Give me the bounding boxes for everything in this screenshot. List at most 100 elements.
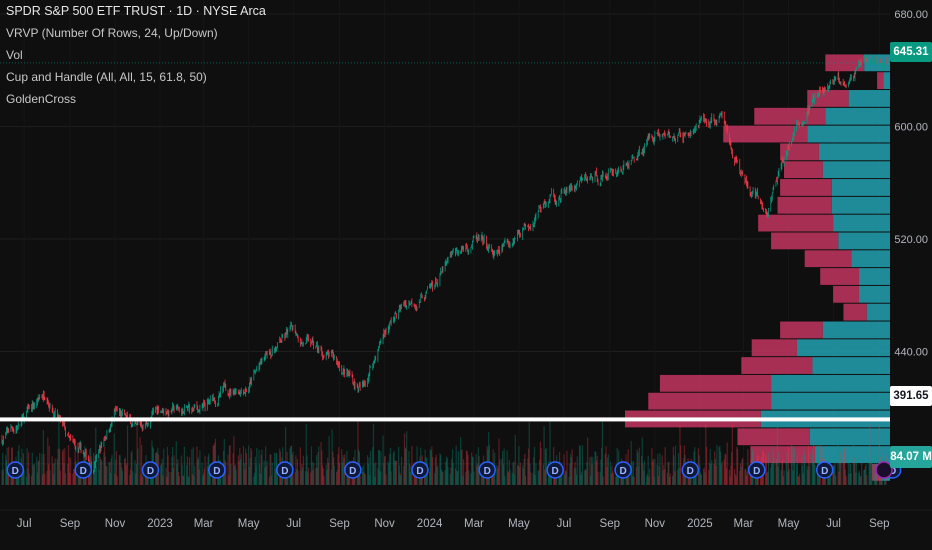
volume-bar — [316, 467, 318, 485]
volume-bar — [870, 447, 872, 485]
volume-bar — [397, 446, 400, 485]
dividend-marker-label: D — [753, 466, 760, 477]
volume-bar — [602, 476, 604, 485]
vp-up-bar — [771, 392, 890, 410]
volume-bar — [53, 474, 55, 485]
volume-bar — [854, 456, 856, 485]
volume-bar — [549, 421, 551, 485]
volume-bar — [209, 473, 211, 485]
volume-bar — [191, 449, 193, 485]
volume-bar — [206, 466, 208, 485]
volume-bar — [792, 470, 794, 485]
volume-bar — [253, 472, 256, 485]
volume-bar — [506, 450, 508, 485]
dividend-marker-icon — [815, 461, 834, 479]
volume-bar — [198, 469, 200, 485]
volume-bar — [362, 471, 364, 485]
volume-bar — [162, 475, 164, 485]
volume-bar — [641, 437, 643, 485]
volume-bar — [759, 473, 762, 485]
volume-bar — [276, 476, 279, 485]
volume-bar — [692, 474, 694, 485]
volume-bar — [497, 465, 499, 485]
volume-bar — [186, 456, 188, 485]
volume-bar — [472, 457, 474, 485]
volume-bar — [471, 456, 474, 485]
volume-bar — [32, 464, 34, 485]
volume-bar — [612, 471, 614, 485]
volume-bar — [778, 451, 780, 485]
volume-bar — [714, 458, 717, 485]
volume-bar — [361, 466, 363, 485]
vp-up-bar — [858, 285, 890, 303]
volume-bar — [597, 471, 599, 485]
volume-bar — [78, 472, 80, 485]
volume-bar — [632, 475, 634, 485]
volume-bar — [435, 454, 437, 485]
volume-bar — [519, 462, 522, 485]
volume-bar — [405, 448, 407, 485]
volume-bar — [310, 446, 313, 485]
volume-bar — [468, 470, 470, 485]
volume-bar — [657, 476, 660, 485]
volume-bar — [313, 462, 315, 485]
volume-bar — [631, 461, 633, 485]
volume-bar — [601, 421, 604, 485]
volume-bar — [638, 447, 640, 485]
indicator-golden-cross[interactable]: GoldenCross — [6, 92, 77, 106]
volume-bar — [121, 467, 123, 485]
volume-bar — [649, 468, 651, 485]
volume-bar — [441, 471, 443, 485]
volume-bar — [322, 468, 324, 485]
dividend-marker-icon — [478, 461, 496, 479]
dividend-marker-label: D — [552, 466, 559, 477]
dividend-marker-label: D — [619, 466, 626, 477]
dividend-marker-icon — [546, 461, 564, 479]
volume-bar — [576, 456, 578, 485]
volume-bar — [745, 468, 747, 485]
volume-bar — [168, 471, 170, 485]
indicator-vrvp[interactable]: VRVP (Number Of Rows, 24, Up/Down) — [6, 26, 218, 40]
volume-bar — [659, 453, 661, 485]
volume-bar — [49, 470, 51, 485]
volume-bar — [537, 470, 539, 485]
volume-bar — [592, 456, 594, 485]
volume-bar — [869, 424, 871, 485]
volume-bar — [766, 472, 768, 485]
volume-bar — [36, 456, 38, 485]
volume-bar — [514, 434, 516, 485]
volume-bar — [584, 470, 586, 485]
volume-bar — [589, 476, 592, 485]
dividend-marker-label: D — [416, 466, 423, 477]
volume-bar — [543, 426, 545, 485]
volume-bar — [476, 465, 478, 485]
volume-bar — [457, 471, 459, 485]
volume-bar — [473, 471, 475, 485]
volume-bar — [126, 463, 128, 485]
volume-bar — [275, 453, 277, 485]
volume-bar — [341, 462, 344, 485]
symbol-title[interactable]: SPDR S&P 500 ETF TRUST · 1D · NYSE Arca — [6, 4, 266, 18]
volume-bar — [876, 466, 878, 485]
volume-bar — [734, 468, 736, 485]
volume-bar — [465, 450, 468, 485]
volume-bar — [725, 454, 727, 485]
volume-bar — [166, 446, 169, 485]
volume-bar — [504, 475, 506, 485]
volume-bar — [839, 450, 841, 485]
crosshair-line — [0, 417, 890, 422]
volume-bar — [776, 425, 779, 485]
indicator-cup-handle[interactable]: Cup and Handle (All, All, 15, 61.8, 50) — [6, 70, 207, 84]
volume-bar — [118, 455, 121, 485]
volume-bar — [172, 468, 174, 485]
volume-bar — [2, 452, 4, 485]
volume-bar — [666, 472, 669, 485]
volume-bar — [166, 476, 168, 485]
volume-bar — [54, 458, 56, 485]
dividend-marker-icon — [344, 461, 362, 479]
volume-bar — [297, 470, 299, 485]
indicator-vol[interactable]: Vol — [6, 48, 23, 62]
volume-bar — [320, 441, 322, 485]
volume-bar — [642, 463, 644, 485]
